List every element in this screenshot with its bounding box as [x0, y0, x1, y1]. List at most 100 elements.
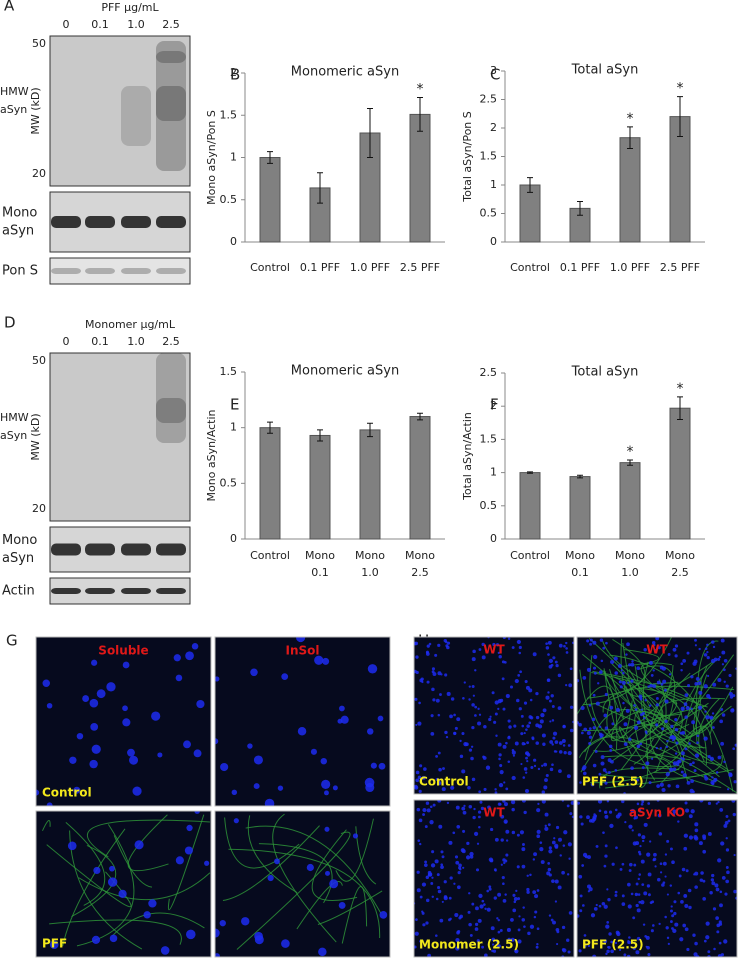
nucleus: [665, 745, 669, 749]
y-axis-label: Total aSyn/Actin: [461, 412, 474, 501]
nucleus: [437, 889, 442, 894]
nucleus: [476, 939, 480, 943]
bar: [259, 157, 281, 243]
blot-label: Mono: [2, 206, 37, 221]
nucleus: [503, 861, 506, 865]
nucleus: [488, 885, 492, 889]
nucleus: [499, 929, 503, 932]
nucleus: [617, 812, 622, 817]
nucleus: [661, 787, 666, 793]
nucleus: [426, 644, 430, 648]
nucleus: [552, 731, 558, 736]
nucleus: [643, 891, 648, 896]
nucleus: [618, 680, 622, 684]
nucleus: [462, 696, 465, 700]
nucleus: [709, 716, 713, 720]
nucleus: [638, 809, 642, 813]
nucleus: [592, 693, 596, 697]
image-label-top: WT: [483, 806, 505, 820]
nucleus: [633, 863, 637, 867]
nucleus: [650, 674, 654, 677]
nucleus: [641, 835, 646, 840]
nucleus: [470, 756, 474, 761]
nucleus: [510, 800, 516, 805]
y-tick-label: 3: [490, 64, 497, 77]
nucleus: [462, 866, 465, 869]
nucleus: [728, 772, 733, 777]
nucleus: [455, 946, 460, 951]
blot-label: HMW: [0, 85, 29, 98]
nucleus: [630, 808, 635, 813]
band: [156, 543, 186, 556]
nucleus: [694, 828, 699, 833]
nucleus: [521, 724, 525, 728]
nucleus: [509, 685, 514, 689]
nucleus: [531, 736, 535, 740]
nucleus: [565, 647, 568, 650]
nucleus: [479, 800, 483, 804]
nucleus: [461, 806, 466, 811]
nucleus: [530, 765, 534, 770]
nucleus: [673, 900, 677, 904]
nucleus: [711, 873, 715, 878]
nucleus: [502, 637, 506, 640]
nucleus: [548, 658, 554, 664]
nucleus: [628, 862, 633, 867]
nucleus: [567, 750, 572, 756]
nucleus: [600, 755, 605, 760]
image-label-top: WT: [646, 643, 668, 657]
nucleus: [694, 871, 699, 876]
nucleus: [607, 770, 611, 775]
nucleus: [233, 818, 239, 824]
nucleus: [513, 897, 518, 901]
nucleus: [548, 914, 552, 917]
y-axis-label: Mono aSyn/Pon S: [205, 110, 218, 205]
nucleus: [664, 699, 669, 704]
nucleus: [191, 642, 199, 650]
nucleus: [623, 953, 627, 957]
nucleus: [725, 848, 730, 852]
nucleus: [581, 864, 585, 867]
nucleus: [725, 837, 728, 840]
nucleus: [584, 855, 588, 859]
nucleus: [474, 705, 478, 709]
nucleus: [250, 668, 258, 677]
x-tick-label: 2.5 PFF: [660, 261, 700, 274]
nucleus: [715, 916, 719, 920]
x-tick-label: 0.1: [311, 566, 329, 579]
nucleus: [416, 888, 421, 893]
nucleus: [109, 934, 118, 943]
error-bar: [317, 172, 323, 204]
nucleus: [586, 639, 590, 643]
nucleus: [713, 947, 716, 951]
nucleus: [711, 712, 715, 715]
lane-label: 0.1: [91, 335, 109, 348]
nucleus: [639, 697, 643, 701]
band: [156, 216, 186, 228]
nucleus: [415, 670, 419, 675]
nucleus: [723, 680, 726, 683]
nucleus: [733, 889, 737, 894]
nucleus: [469, 933, 473, 937]
nucleus: [713, 657, 718, 662]
nucleus: [528, 688, 533, 693]
error-bar: [577, 201, 583, 216]
nucleus: [614, 671, 619, 675]
nucleus: [472, 649, 476, 654]
nucleus: [478, 648, 482, 651]
nucleus: [729, 695, 734, 699]
blot-header: PFF µg/mL: [101, 1, 159, 14]
nucleus: [122, 661, 130, 669]
nucleus: [148, 899, 157, 908]
nucleus: [671, 860, 675, 865]
nucleus: [465, 855, 471, 860]
nucleus: [523, 731, 526, 735]
nucleus: [598, 772, 602, 776]
nucleus: [481, 945, 485, 949]
panel-letter: E: [230, 396, 239, 414]
nucleus: [637, 893, 641, 896]
nucleus: [318, 947, 327, 957]
nucleus: [569, 667, 573, 671]
lane-label: 1.0: [127, 335, 145, 348]
